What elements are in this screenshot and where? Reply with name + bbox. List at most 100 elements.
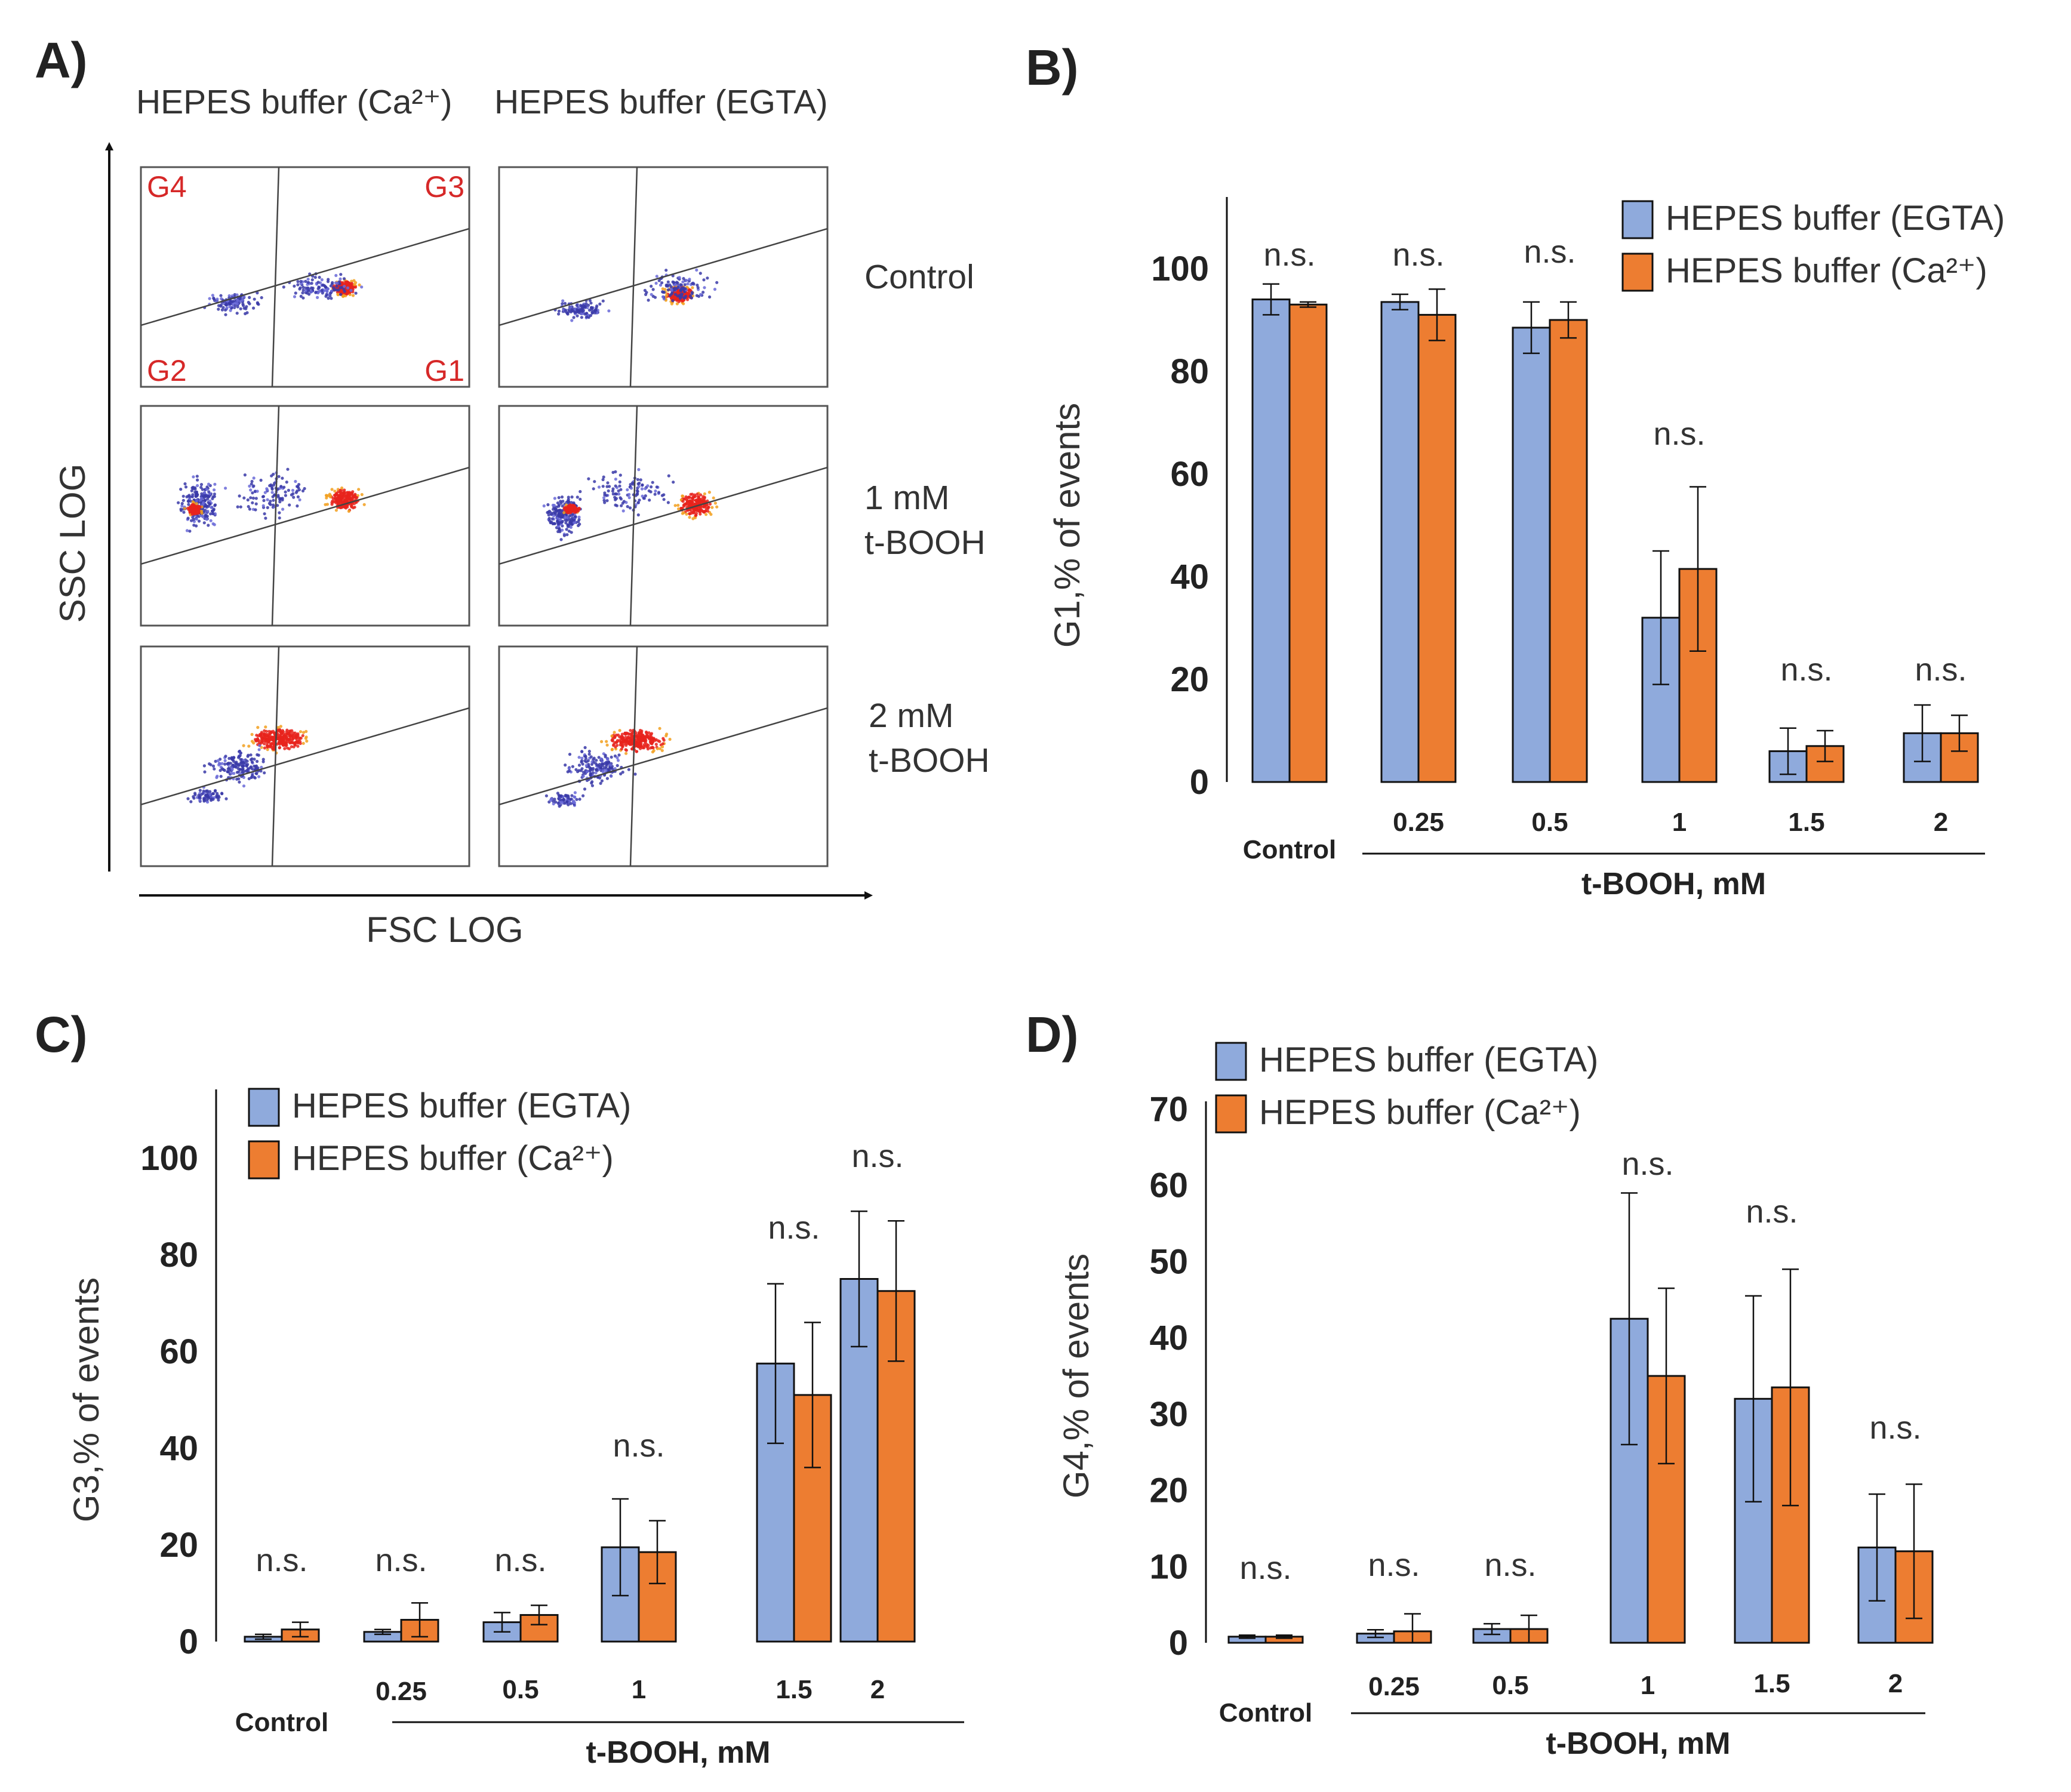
event-dot: [603, 766, 607, 769]
event-dot: [608, 763, 612, 767]
event-dot: [668, 283, 672, 287]
event-dot: [337, 501, 340, 505]
event-dot: [684, 503, 688, 506]
event-dot: [572, 316, 576, 319]
event-dot: [646, 746, 650, 749]
event-dot: [216, 759, 220, 762]
event-dot: [252, 476, 256, 480]
event-dot: [310, 278, 314, 282]
event-dot: [313, 276, 317, 279]
event-dot: [198, 798, 202, 802]
event-dot: [683, 283, 687, 287]
event-dot: [339, 292, 343, 296]
event-dot: [354, 291, 358, 295]
event-dot: [557, 496, 561, 500]
legend-label-egta: HEPES buffer (EGTA): [1259, 1040, 1598, 1079]
event-dot: [238, 297, 242, 301]
event-dot: [703, 497, 706, 500]
significance-label: n.s.: [1484, 1547, 1536, 1583]
significance-label: n.s.: [1263, 237, 1315, 273]
event-dot: [660, 749, 664, 752]
event-dot: [352, 279, 356, 282]
event-dot: [551, 799, 555, 803]
event-dot: [650, 485, 653, 489]
event-dot: [580, 767, 584, 771]
event-dot: [627, 768, 630, 771]
event-dot: [657, 279, 661, 282]
event-dot: [688, 516, 691, 519]
event-dot: [578, 497, 582, 501]
event-dot: [683, 497, 687, 501]
event-dot: [246, 755, 250, 758]
event-dot: [635, 489, 639, 492]
event-dot: [618, 484, 621, 488]
event-dot: [584, 757, 588, 760]
event-dot: [620, 736, 623, 740]
event-dot: [284, 742, 288, 746]
event-dot: [599, 757, 603, 760]
event-dot: [301, 731, 306, 734]
event-dot: [341, 281, 344, 285]
event-dot: [293, 731, 297, 735]
event-dot: [639, 478, 642, 482]
event-dot: [700, 497, 704, 501]
event-dot: [263, 491, 267, 494]
event-dot: [209, 512, 213, 516]
event-dot: [562, 799, 566, 802]
event-dot: [263, 512, 266, 516]
event-dot: [573, 791, 577, 795]
event-dot: [263, 746, 266, 750]
event-dot: [292, 495, 296, 499]
event-dot: [618, 743, 622, 747]
event-dot: [210, 506, 213, 509]
event-dot: [605, 494, 608, 497]
event-dot: [692, 282, 696, 286]
event-dot: [183, 507, 186, 510]
event-dot: [282, 735, 287, 738]
event-dot: [580, 316, 584, 319]
event-dot: [575, 303, 578, 307]
event-dot: [615, 740, 619, 744]
event-dot: [657, 491, 661, 494]
event-dot: [255, 734, 259, 737]
significance-label: n.s.: [256, 1542, 307, 1578]
event-dot: [339, 286, 342, 290]
event-dot: [197, 510, 201, 514]
event-dot: [570, 495, 574, 499]
event-dot: [682, 511, 685, 515]
event-dot: [301, 489, 305, 493]
event-dot: [217, 763, 221, 766]
significance-label: n.s.: [613, 1428, 664, 1464]
event-dot: [587, 477, 590, 481]
event-dot: [333, 288, 337, 291]
event-dot: [653, 295, 657, 299]
event-dot: [644, 292, 648, 296]
event-dot: [624, 749, 628, 752]
event-dot: [566, 524, 570, 527]
event-dot: [210, 799, 213, 802]
event-dot: [613, 735, 617, 738]
event-dot: [651, 288, 655, 291]
event-dot: [573, 521, 576, 525]
event-dot: [636, 741, 640, 745]
event-dot: [224, 755, 227, 758]
event-dot: [664, 284, 668, 287]
event-dot: [561, 504, 564, 508]
event-dot: [189, 800, 193, 803]
event-dot: [234, 765, 238, 769]
event-dot: [304, 279, 307, 283]
event-dot: [336, 281, 339, 285]
event-dot: [695, 294, 698, 297]
gate-label-g1: G1: [424, 354, 464, 387]
fsc-axis-label: FSC LOG: [366, 910, 523, 950]
event-dot: [199, 485, 203, 489]
event-dot: [563, 801, 567, 805]
event-dot: [567, 500, 571, 504]
event-dot: [181, 494, 185, 498]
event-dot: [259, 733, 263, 737]
event-dot: [706, 509, 710, 513]
event-dot: [571, 513, 574, 516]
event-dot: [630, 481, 635, 485]
event-dot: [690, 496, 694, 500]
event-dot: [272, 738, 275, 742]
